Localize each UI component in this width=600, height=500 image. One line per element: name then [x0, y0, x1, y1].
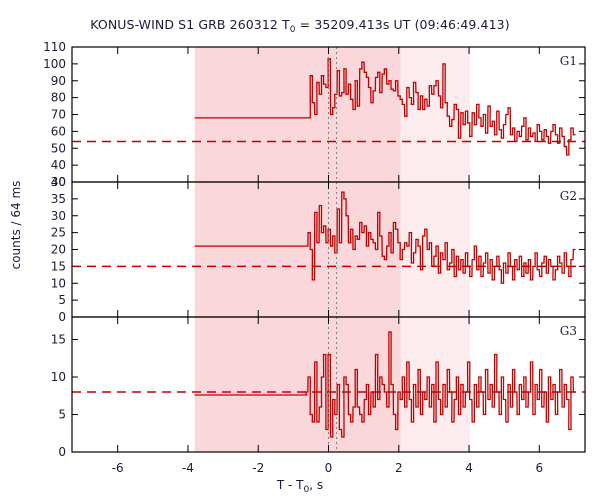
x-axis-label-pre: T - T — [276, 478, 304, 492]
x-tick-label-2: 2 — [395, 461, 403, 475]
x-tick-label-0: 0 — [325, 461, 333, 475]
y-tick-label-G2-40: 40 — [51, 175, 66, 189]
x-axis-label: T - T0, s — [0, 478, 600, 495]
y-tick-label-G3-10: 10 — [51, 370, 66, 384]
plot-title: KONUS-WIND S1 GRB 260312 T0 = 35209.413s… — [0, 17, 600, 35]
plot-title-post: = 35209.413s UT (09:46:49.413) — [295, 17, 510, 32]
y-tick-label-G2-10: 10 — [51, 276, 66, 290]
light-curve-G2 — [194, 191, 576, 284]
y-tick-label-G2-20: 20 — [51, 243, 66, 257]
x-tick-label-4: 4 — [465, 461, 473, 475]
y-tick-label-G3-15: 15 — [51, 333, 66, 347]
y-tick-label-G3-5: 5 — [58, 408, 66, 422]
x-tick-label--4: -4 — [182, 461, 194, 475]
x-tick-label--2: -2 — [252, 461, 264, 475]
x-axis-label-post: , s — [309, 478, 324, 492]
panel-label-G2: G2 — [560, 189, 577, 203]
y-tick-label-G1-40: 40 — [51, 158, 66, 172]
x-tick-label--6: -6 — [112, 461, 124, 475]
x-tick-label-6: 6 — [536, 461, 544, 475]
y-tick-label-G2-15: 15 — [51, 259, 66, 273]
plot-title-pre: KONUS-WIND S1 GRB 260312 T — [90, 17, 290, 32]
plot-title-sub: 0 — [289, 25, 296, 35]
y-tick-label-G2-5: 5 — [58, 293, 66, 307]
y-tick-label-G1-60: 60 — [51, 124, 66, 138]
y-tick-label-G2-30: 30 — [51, 209, 66, 223]
light-curve-G3 — [194, 331, 576, 438]
y-tick-label-G2-25: 25 — [51, 226, 66, 240]
y-tick-label-G1-30: 30 — [51, 175, 66, 189]
y-tick-label-G2-0: 0 — [58, 310, 66, 324]
y-tick-label-G3-0: 0 — [58, 445, 66, 459]
y-tick-label-G1-110: 110 — [43, 40, 66, 54]
y-tick-label-G1-100: 100 — [43, 57, 66, 71]
y-tick-label-G1-90: 90 — [51, 74, 66, 88]
panel-label-G3: G3 — [560, 324, 577, 338]
y-tick-label-G2-35: 35 — [51, 192, 66, 206]
x-axis-label-sub: 0 — [303, 485, 310, 495]
panel-label-G1: G1 — [560, 54, 577, 68]
y-tick-label-G1-70: 70 — [51, 108, 66, 122]
y-tick-label-G1-80: 80 — [51, 91, 66, 105]
y-tick-label-G1-50: 50 — [51, 141, 66, 155]
light-curve-G1 — [194, 58, 576, 156]
